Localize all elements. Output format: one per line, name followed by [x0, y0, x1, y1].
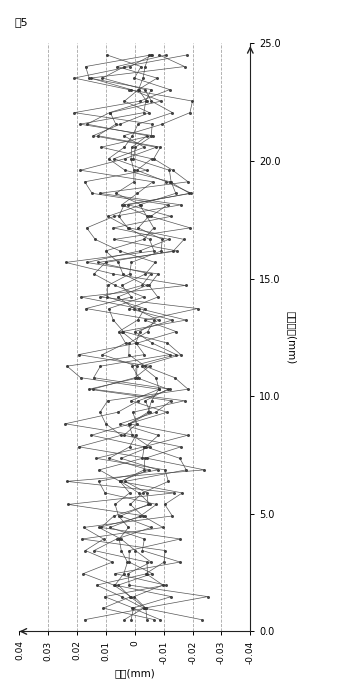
- Y-axis label: 走査位置(mm): 走査位置(mm): [286, 310, 297, 364]
- X-axis label: 変位(mm): 変位(mm): [115, 668, 155, 678]
- Text: 囵5: 囵5: [14, 17, 28, 27]
